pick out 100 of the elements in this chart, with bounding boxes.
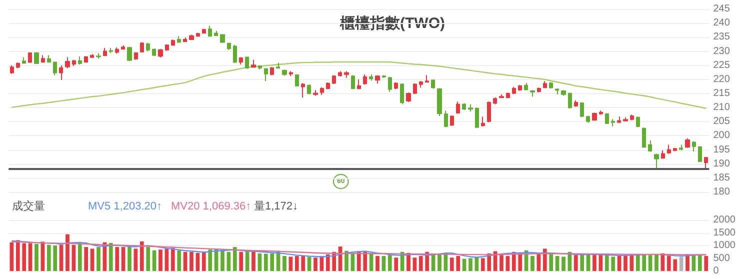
candlestick xyxy=(233,44,237,64)
candlestick xyxy=(134,52,138,60)
candlestick xyxy=(10,64,14,74)
bar xyxy=(10,242,14,271)
bar xyxy=(382,256,386,271)
y-tick-label: 215 xyxy=(713,88,730,100)
candlestick xyxy=(320,86,324,96)
candlestick xyxy=(636,116,640,128)
bar xyxy=(438,253,442,271)
candlestick xyxy=(549,82,553,89)
candlestick xyxy=(555,88,559,95)
candlestick xyxy=(65,56,70,69)
candlestick xyxy=(419,80,423,88)
candlestick xyxy=(648,140,652,152)
bar xyxy=(90,248,94,271)
candlestick xyxy=(295,74,299,87)
candlestick xyxy=(444,110,448,128)
bar xyxy=(617,256,622,271)
y-tick-label: 195 xyxy=(713,144,730,156)
bar xyxy=(46,244,51,271)
bar xyxy=(542,248,547,271)
bar xyxy=(128,247,132,271)
candlestick xyxy=(568,92,572,109)
bar xyxy=(66,234,70,271)
candlestick xyxy=(78,56,82,66)
candlestick xyxy=(580,102,584,118)
candlestick xyxy=(400,82,404,105)
candlestick xyxy=(623,116,628,122)
bar xyxy=(307,256,312,271)
candlestick xyxy=(276,62,280,70)
bar xyxy=(406,252,410,271)
candlestick xyxy=(481,116,485,127)
bar xyxy=(220,250,224,271)
bar xyxy=(270,253,274,271)
candlestick xyxy=(307,84,311,95)
bar xyxy=(108,242,113,271)
bar xyxy=(177,250,182,271)
bar xyxy=(698,255,702,271)
bar xyxy=(208,250,212,271)
candlestick xyxy=(375,74,380,84)
bar xyxy=(562,256,566,271)
candlestick xyxy=(140,42,144,53)
bar xyxy=(704,256,708,271)
candlestick xyxy=(487,101,491,123)
bar xyxy=(648,255,652,271)
y-tick-label: 190 xyxy=(713,158,730,170)
candlestick xyxy=(388,76,392,92)
bar xyxy=(624,256,628,271)
bar xyxy=(518,252,522,271)
candlestick xyxy=(183,37,187,43)
candlestick xyxy=(96,52,101,60)
y-tick-label: 200 xyxy=(713,130,730,142)
bar xyxy=(480,258,485,271)
candlestick xyxy=(245,56,249,70)
candlestick xyxy=(661,150,665,160)
y-tick-label: 1000 xyxy=(713,240,736,251)
bar xyxy=(16,240,20,271)
bar xyxy=(356,252,361,271)
candlestick xyxy=(357,78,361,90)
bar xyxy=(288,256,293,271)
candlestick xyxy=(115,46,119,54)
bar xyxy=(53,246,58,271)
candlestick xyxy=(208,25,212,38)
candlestick xyxy=(692,140,696,152)
candlestick xyxy=(698,146,702,163)
candlestick xyxy=(301,82,305,98)
bar xyxy=(239,252,244,271)
bar xyxy=(84,247,88,271)
candlestick xyxy=(165,44,169,52)
bar xyxy=(326,254,330,271)
candlestick xyxy=(189,34,194,41)
candlestick xyxy=(47,54,51,64)
y-tick-label: 500 xyxy=(713,252,730,264)
bar xyxy=(394,258,398,271)
candlestick xyxy=(202,28,206,34)
bar xyxy=(642,254,646,271)
bar xyxy=(121,247,126,271)
candlestick xyxy=(654,153,659,170)
candlestick xyxy=(431,78,435,89)
candlestick xyxy=(103,47,107,57)
bar xyxy=(226,252,231,271)
bar xyxy=(232,247,237,271)
y-tick-label: 210 xyxy=(713,102,730,114)
bar xyxy=(294,256,299,271)
bar xyxy=(418,256,423,271)
bar xyxy=(506,256,510,271)
line-series xyxy=(11,61,707,110)
candlestick xyxy=(158,48,163,58)
candlestick xyxy=(630,114,634,121)
text: MV5 1,203.20↑ xyxy=(88,200,162,212)
candlestick xyxy=(16,62,20,69)
bar xyxy=(183,252,188,271)
candlestick xyxy=(177,36,181,44)
candlestick xyxy=(704,156,708,170)
candlestick xyxy=(363,74,367,86)
bar xyxy=(134,248,138,271)
candlestick xyxy=(475,107,479,129)
candlestick xyxy=(506,92,510,99)
candlestick xyxy=(326,82,330,90)
candlestick xyxy=(685,138,690,148)
